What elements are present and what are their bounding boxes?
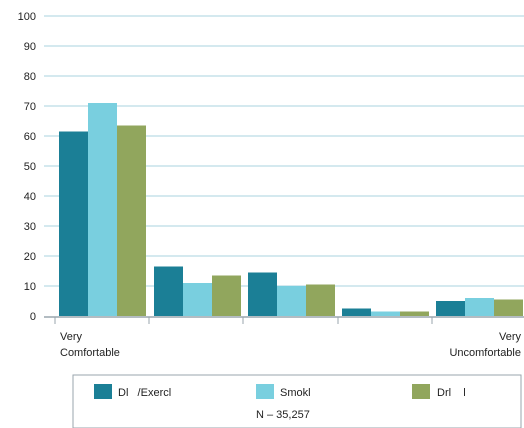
x-axis — [44, 316, 524, 324]
legend-swatch-diet-exercise — [94, 384, 112, 399]
y-tick-label: 30 — [24, 221, 36, 233]
bar-smoking-cat2 — [183, 283, 212, 316]
y-tick-label: 0 — [30, 311, 36, 323]
legend-label-drinking: Drl l — [437, 387, 466, 399]
y-tick-label: 90 — [24, 41, 36, 53]
bar-diet-exercise-cat5 — [436, 301, 465, 316]
category-labels: Very Comfortable Very Uncomfortable — [60, 331, 521, 359]
bar-smoking-cat3 — [277, 286, 306, 316]
legend-label-smoking: Smokl — [280, 387, 311, 399]
y-tick-label: 100 — [18, 11, 36, 23]
legend-swatch-smoking — [256, 384, 274, 399]
bar-smoking-cat4 — [371, 311, 400, 316]
y-tick-label: 70 — [24, 101, 36, 113]
category-label-line2: Comfortable — [60, 347, 120, 359]
bar-drinking-cat5 — [494, 299, 523, 316]
bar-diet-exercise-cat2 — [154, 266, 183, 316]
category-label-line1: Very — [499, 331, 522, 343]
bars — [59, 103, 523, 316]
bar-drinking-cat1 — [117, 125, 146, 316]
y-tick-labels: 0 10 20 30 40 50 60 70 80 90 100 — [18, 11, 36, 323]
y-tick-label: 60 — [24, 131, 36, 143]
legend-box — [72, 374, 522, 428]
y-tick-label: 40 — [24, 191, 36, 203]
bar-drinking-cat3 — [306, 284, 335, 316]
bar-diet-exercise-cat3 — [248, 272, 277, 316]
legend-swatch-drinking — [412, 384, 430, 399]
y-tick-label: 50 — [24, 161, 36, 173]
y-tick-label: 10 — [24, 281, 36, 293]
bar-diet-exercise-cat4 — [342, 308, 371, 316]
category-label-line2: Uncomfortable — [449, 347, 521, 359]
legend: Dl /Exercl Smokl Drl l N – 35,257 — [72, 374, 522, 428]
bar-smoking-cat5 — [465, 298, 494, 316]
category-label-line1: Very — [60, 331, 83, 343]
bar-diet-exercise-cat1 — [59, 131, 88, 316]
y-tick-label: 20 — [24, 251, 36, 263]
sample-size-note: N – 35,257 — [256, 409, 310, 421]
legend-label-diet-exercise: Dl /Exercl — [118, 387, 171, 399]
bar-drinking-cat4 — [400, 311, 429, 316]
bar-drinking-cat2 — [212, 275, 241, 316]
bar-smoking-cat1 — [88, 103, 117, 316]
y-tick-label: 80 — [24, 71, 36, 83]
